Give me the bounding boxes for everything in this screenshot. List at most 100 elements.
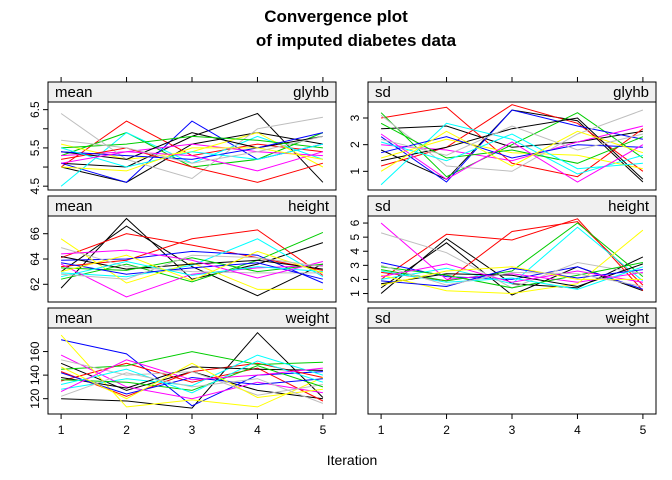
series-group bbox=[380, 104, 644, 186]
y-tick-label: 5 bbox=[348, 233, 362, 240]
series-line-6 bbox=[61, 238, 324, 278]
series-line-9 bbox=[61, 132, 323, 160]
series-group bbox=[60, 217, 324, 298]
series-line-15 bbox=[61, 147, 323, 172]
series-line-3 bbox=[60, 132, 324, 168]
series-line-15 bbox=[380, 130, 644, 172]
series-line-15 bbox=[60, 250, 324, 282]
series-line-12 bbox=[380, 136, 643, 159]
y-tick-label: 62 bbox=[28, 277, 42, 291]
x-axis-bottom: 1 2 3 4 5 1 2 3 4 5 bbox=[58, 414, 647, 437]
panel-grid: mean glyhb 4.55.56.5 sd glyhb 1 2 3 mean height 62… bbox=[28, 81, 657, 415]
strip-stat-label: mean bbox=[55, 84, 93, 101]
series-line-10 bbox=[61, 147, 324, 183]
series-line-3 bbox=[380, 104, 644, 172]
y-tick-label: 6 bbox=[348, 219, 362, 226]
y-tick-label: 3 bbox=[348, 262, 362, 269]
x-axis-title: Iteration bbox=[327, 452, 378, 468]
y-tick-label: 140 bbox=[28, 365, 42, 385]
y-tick-label: 1 bbox=[348, 168, 362, 175]
y-axis-sd-glyhb: 1 2 3 bbox=[348, 114, 368, 175]
x-tick-label: 5 bbox=[640, 423, 647, 437]
y-axis-mean-height: 62 64 66 bbox=[28, 227, 48, 291]
series-line-7 bbox=[60, 354, 323, 400]
series-group bbox=[60, 331, 324, 409]
series-line-16 bbox=[380, 264, 643, 287]
series-line-5 bbox=[380, 109, 643, 183]
strip-variable-label: height bbox=[288, 198, 330, 215]
y-tick-label: 4 bbox=[348, 248, 362, 255]
y-axis-mean-glyhb: 4.5 5.5 6.5 bbox=[28, 101, 48, 195]
y-tick-label: 66 bbox=[28, 227, 42, 241]
plot-frame bbox=[367, 101, 657, 191]
series-line-11 bbox=[61, 257, 323, 273]
strip-variable-label: glyhb bbox=[293, 84, 329, 101]
series-line-4 bbox=[60, 362, 324, 402]
series-line-16 bbox=[61, 254, 323, 280]
series-line-5 bbox=[61, 351, 323, 370]
panel-sd-weight: sd weight bbox=[367, 307, 657, 415]
panel-mean-glyhb: mean glyhb 4.5 5.5 6.5 bbox=[28, 81, 337, 195]
series-line-14 bbox=[61, 249, 324, 279]
series-line-6 bbox=[61, 143, 323, 157]
series-line-13 bbox=[380, 133, 643, 170]
x-tick-label: 1 bbox=[58, 423, 65, 437]
series-line-8 bbox=[60, 238, 323, 290]
series-line-16 bbox=[60, 372, 324, 404]
series-line-2 bbox=[381, 106, 644, 178]
series-line-15 bbox=[380, 266, 643, 286]
y-tick-label: 2 bbox=[348, 141, 362, 148]
series-group bbox=[380, 218, 644, 296]
series-line-8 bbox=[60, 113, 323, 180]
series-line-6 bbox=[380, 122, 644, 186]
series-line-10 bbox=[61, 256, 323, 270]
y-axis-sd-height: 1 2 3 4 5 6 bbox=[348, 219, 368, 297]
y-tick-label: 5.5 bbox=[28, 139, 42, 156]
series-line-7 bbox=[60, 132, 324, 168]
series-line-12 bbox=[60, 372, 323, 395]
y-tick-label: 1 bbox=[348, 290, 362, 297]
strip-variable-label: glyhb bbox=[613, 84, 649, 101]
series-line-15 bbox=[60, 362, 323, 400]
series-line-14 bbox=[61, 151, 324, 172]
panel-mean-height: mean height 62 64 66 bbox=[28, 195, 337, 303]
strip-stat-label: sd bbox=[375, 198, 391, 215]
series-line-3 bbox=[60, 233, 323, 271]
plot-frame bbox=[367, 215, 657, 303]
y-tick-label: 160 bbox=[28, 341, 42, 361]
series-line-11 bbox=[381, 262, 643, 289]
plot-frame bbox=[367, 327, 657, 415]
strip-stat-label: sd bbox=[375, 310, 391, 327]
series-line-13 bbox=[60, 360, 324, 394]
x-tick-label: 2 bbox=[123, 423, 130, 437]
series-line-2 bbox=[61, 229, 324, 276]
series-line-7 bbox=[381, 125, 644, 162]
series-line-9 bbox=[380, 109, 644, 172]
series-line-14 bbox=[380, 133, 644, 183]
series-line-0 bbox=[61, 331, 324, 409]
y-tick-label: 3 bbox=[348, 114, 362, 121]
series-line-5 bbox=[61, 250, 324, 284]
series-line-8 bbox=[380, 138, 644, 170]
y-tick-label: 64 bbox=[28, 252, 42, 266]
x-tick-label: 1 bbox=[378, 423, 385, 437]
plot-frame bbox=[47, 101, 337, 191]
panel-mean-weight: mean weight 120 140 160 bbox=[28, 307, 337, 415]
series-line-16 bbox=[61, 135, 324, 164]
strip-variable-label: height bbox=[608, 198, 650, 215]
series-line-13 bbox=[60, 260, 323, 278]
x-tick-label: 3 bbox=[189, 423, 196, 437]
strip-stat-label: mean bbox=[55, 198, 93, 215]
series-line-4 bbox=[380, 112, 644, 178]
chart-title-line1: Convergence plot bbox=[264, 7, 408, 26]
series-line-14 bbox=[381, 263, 643, 283]
x-tick-label: 4 bbox=[254, 423, 261, 437]
x-tick-label: 2 bbox=[443, 423, 450, 437]
series-line-8 bbox=[60, 334, 324, 408]
series-line-12 bbox=[61, 132, 324, 160]
series-line-7 bbox=[60, 263, 323, 298]
x-tick-label: 5 bbox=[320, 423, 327, 437]
panel-sd-height: sd height 1 2 3 4 5 6 bbox=[348, 195, 657, 303]
strip-stat-label: mean bbox=[55, 310, 93, 327]
y-tick-label: 120 bbox=[28, 388, 42, 408]
